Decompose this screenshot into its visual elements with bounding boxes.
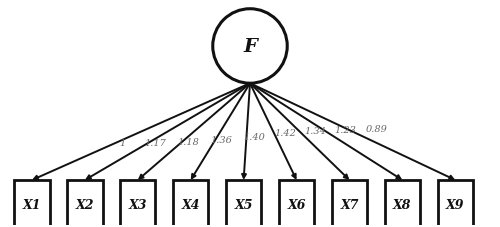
Text: X2: X2 [76, 198, 94, 211]
Text: X9: X9 [446, 198, 464, 211]
Text: X1: X1 [22, 198, 41, 211]
Text: X5: X5 [234, 198, 253, 211]
Text: X4: X4 [182, 198, 200, 211]
Text: X7: X7 [340, 198, 358, 211]
Text: 1.23: 1.23 [334, 125, 356, 134]
Text: 1: 1 [119, 139, 126, 148]
Text: 1.18: 1.18 [177, 138, 199, 146]
Text: X3: X3 [128, 198, 147, 211]
Text: 1.34: 1.34 [304, 126, 326, 135]
Text: 0.89: 0.89 [366, 125, 388, 133]
Text: 1.42: 1.42 [274, 128, 296, 137]
Text: 1.40: 1.40 [243, 132, 265, 141]
Text: 1.17: 1.17 [144, 138, 166, 147]
Text: F: F [243, 38, 257, 56]
Text: X8: X8 [393, 198, 411, 211]
Text: X6: X6 [288, 198, 306, 211]
Text: 1.36: 1.36 [210, 136, 232, 145]
